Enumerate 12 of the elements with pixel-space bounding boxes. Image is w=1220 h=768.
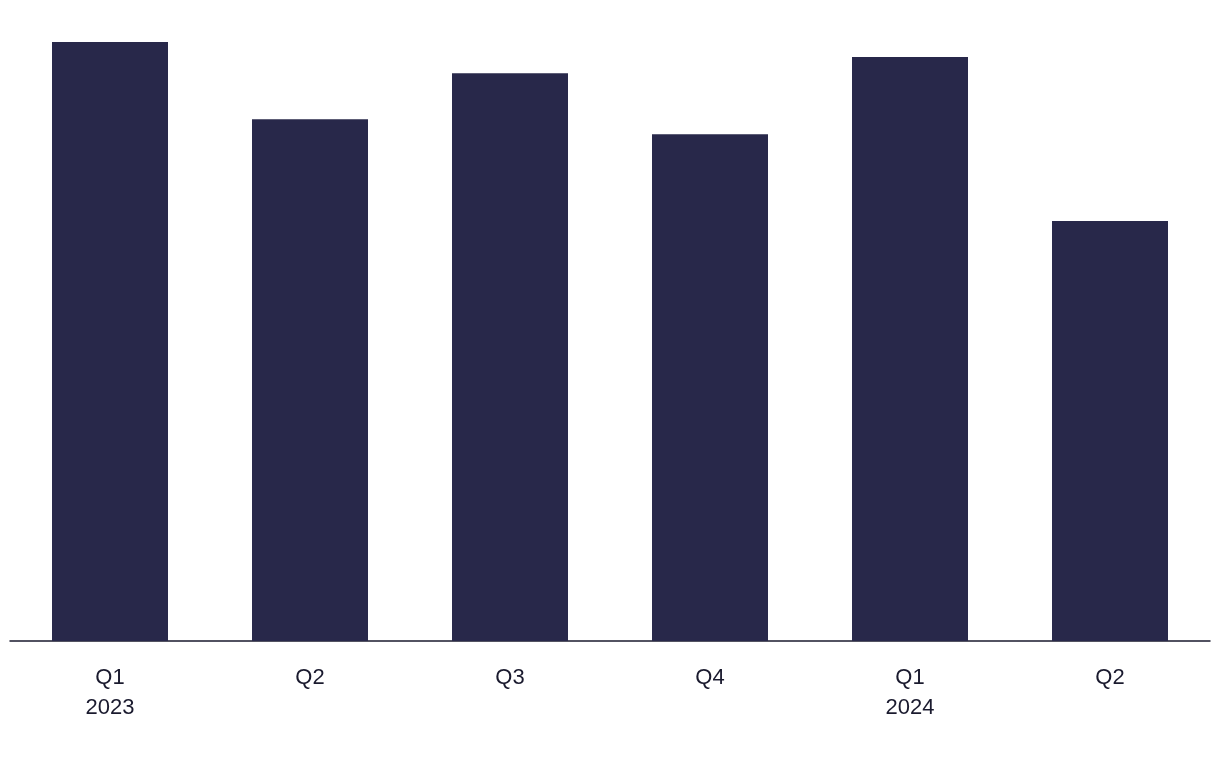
bar bbox=[1052, 221, 1168, 641]
x-tick-label: Q3 bbox=[495, 663, 525, 689]
bar bbox=[852, 56, 968, 641]
bar bbox=[252, 119, 368, 641]
bar bbox=[52, 42, 168, 641]
x-tick-label: Q4 bbox=[695, 663, 725, 689]
x-tick-label: Q2 bbox=[1095, 663, 1125, 689]
bar bbox=[452, 73, 568, 641]
x-tick-label: Q1 2024 bbox=[885, 663, 935, 719]
x-tick-label: Q2 bbox=[295, 663, 325, 689]
x-tick-label: Q1 2023 bbox=[85, 663, 135, 719]
bar bbox=[652, 134, 768, 641]
